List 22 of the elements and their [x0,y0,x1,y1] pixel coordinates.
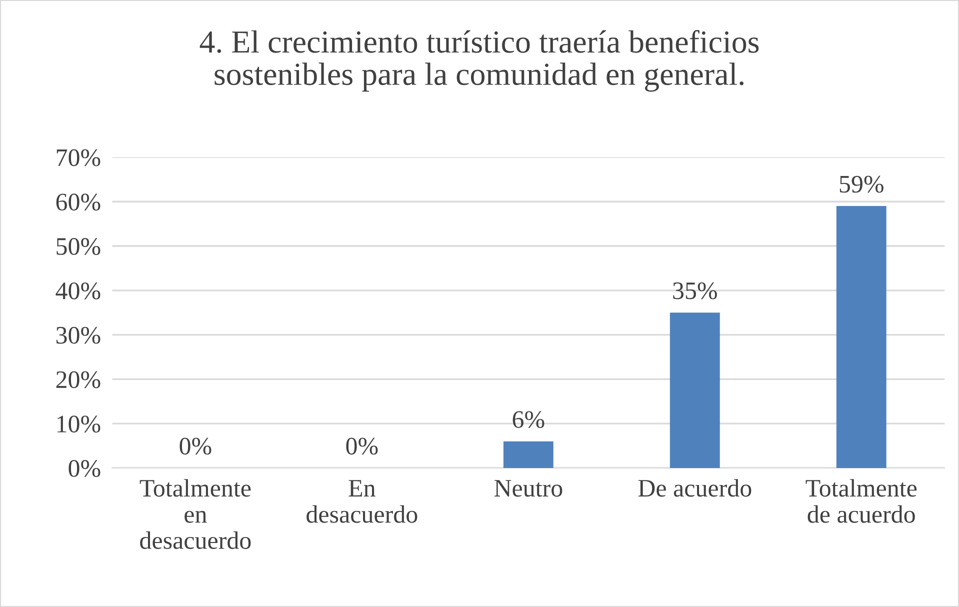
data-label: 59% [840,176,884,193]
bar [670,312,720,468]
bar [503,441,554,468]
x-tick-label: Totalmente en desacuerdo [140,479,251,549]
chart-title: 4. El crecimiento turístico traería beneficios sostenibles para la comunidad en general. [200,30,759,92]
x-tick-label: De acuerdo [638,479,752,497]
y-tick-label: 60% [56,194,100,211]
x-tick-label: Neutro [494,480,562,497]
y-tick-label: 20% [56,371,100,388]
data-label: 6% [512,411,544,428]
y-tick-label: 0% [68,460,100,477]
y-tick-label: 10% [57,416,100,433]
data-label: 35% [673,282,717,300]
bar [836,206,886,468]
y-tick-label: 50% [56,238,100,256]
y-tick-label: 30% [56,326,100,344]
y-tick-label: 70% [56,149,100,166]
x-tick-label: En desacuerdo [306,480,418,523]
x-tick-label: Totalmente de acuerdo [806,479,917,523]
y-tick-label: 40% [56,282,100,300]
data-label: 0% [180,438,212,455]
data-label: 0% [346,438,378,455]
